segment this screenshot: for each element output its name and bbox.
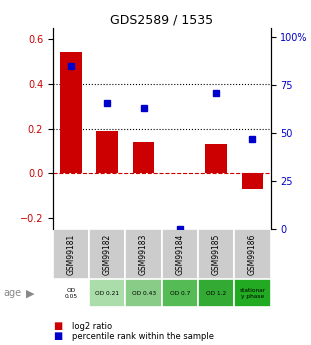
Bar <box>198 229 234 279</box>
Bar <box>96 131 118 173</box>
Bar <box>198 279 234 307</box>
Text: OD 0.43: OD 0.43 <box>132 291 156 296</box>
Text: GSM99183: GSM99183 <box>139 234 148 275</box>
Text: age: age <box>3 288 21 298</box>
Text: log2 ratio: log2 ratio <box>72 322 112 331</box>
Bar <box>234 229 271 279</box>
Text: GSM99182: GSM99182 <box>103 234 112 275</box>
Text: OD 0.21: OD 0.21 <box>95 291 119 296</box>
Text: GSM99184: GSM99184 <box>175 234 184 275</box>
Text: OD 0.7: OD 0.7 <box>170 291 190 296</box>
Bar <box>242 173 263 189</box>
Bar <box>162 279 198 307</box>
Bar <box>53 229 89 279</box>
Text: stationar
y phase: stationar y phase <box>239 288 266 299</box>
Text: GSM99181: GSM99181 <box>67 234 76 275</box>
Text: ▶: ▶ <box>26 288 35 298</box>
Bar <box>133 142 155 173</box>
Text: percentile rank within the sample: percentile rank within the sample <box>72 332 214 341</box>
Text: OD 1.2: OD 1.2 <box>206 291 226 296</box>
Text: OD
0.05: OD 0.05 <box>64 288 77 299</box>
Bar <box>60 52 82 173</box>
Bar <box>89 229 125 279</box>
Bar <box>125 229 162 279</box>
Text: ■: ■ <box>53 321 62 331</box>
Bar <box>205 144 227 173</box>
Bar <box>89 279 125 307</box>
Text: ■: ■ <box>53 332 62 341</box>
Bar <box>53 279 89 307</box>
Bar <box>162 229 198 279</box>
Bar <box>125 279 162 307</box>
Title: GDS2589 / 1535: GDS2589 / 1535 <box>110 13 213 27</box>
Text: GSM99186: GSM99186 <box>248 234 257 275</box>
Text: GSM99185: GSM99185 <box>212 234 220 275</box>
Bar <box>234 279 271 307</box>
